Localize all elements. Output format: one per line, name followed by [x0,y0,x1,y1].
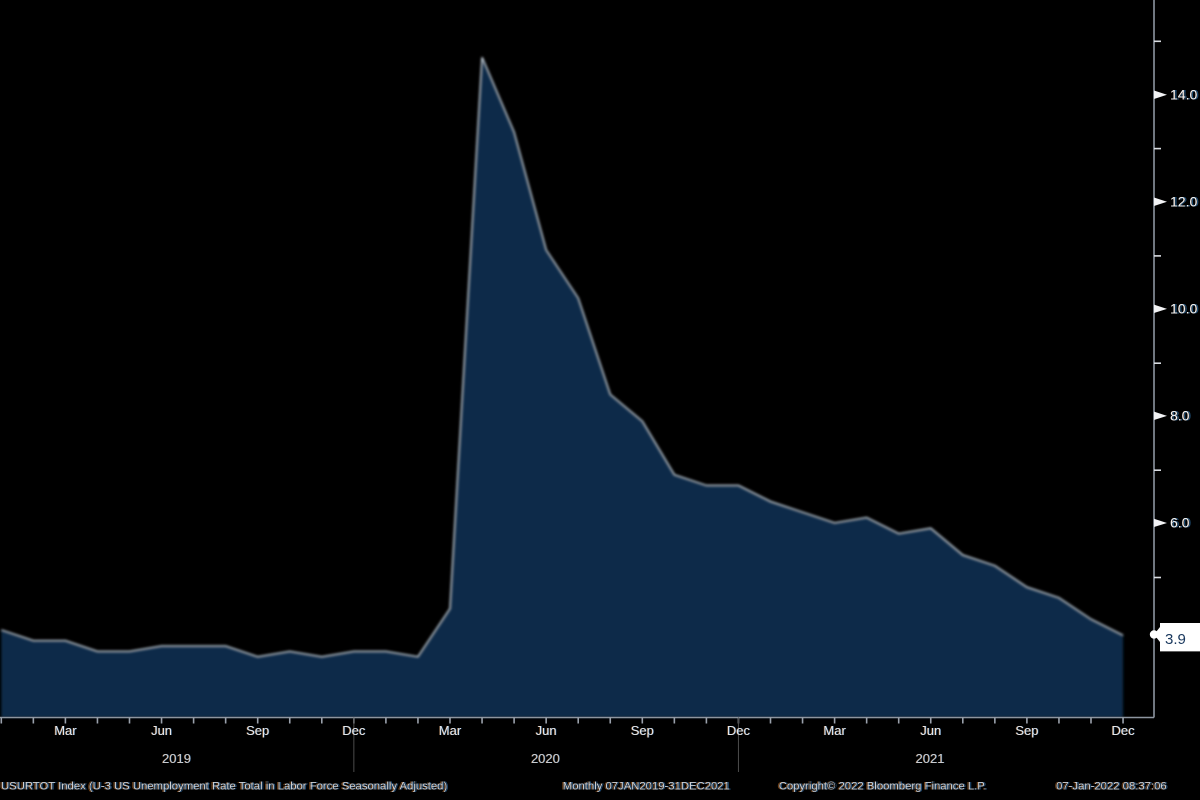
svg-text:Mar: Mar [823,723,846,738]
svg-text:Dec: Dec [342,723,366,738]
svg-text:Sep: Sep [1015,723,1038,738]
svg-text:Monthly 07JAN2019-31DEC2021: Monthly 07JAN2019-31DEC2021 [563,780,730,792]
svg-text:2019: 2019 [162,751,191,766]
svg-text:Mar: Mar [54,723,77,738]
svg-text:Copyright© 2022 Bloomberg Fina: Copyright© 2022 Bloomberg Finance L.P. [779,780,987,792]
svg-text:Jun: Jun [536,723,557,738]
svg-text:10.0: 10.0 [1170,301,1197,317]
svg-text:Jun: Jun [151,723,172,738]
svg-text:07-Jan-2022 08:37:06: 07-Jan-2022 08:37:06 [1056,780,1167,792]
svg-text:Jun: Jun [920,723,941,738]
svg-text:14.0: 14.0 [1170,87,1197,103]
svg-text:12.0: 12.0 [1170,194,1197,210]
svg-text:3.9: 3.9 [1165,631,1186,648]
svg-text:USURTOT Index (U-3 US Unemploy: USURTOT Index (U-3 US Unemployment Rate … [1,780,447,792]
svg-text:8.0: 8.0 [1170,408,1190,424]
svg-text:Dec: Dec [727,723,751,738]
svg-text:Sep: Sep [246,723,269,738]
svg-text:6.0: 6.0 [1170,515,1190,531]
svg-text:2021: 2021 [916,751,945,766]
svg-text:Sep: Sep [631,723,654,738]
svg-text:Dec: Dec [1111,723,1135,738]
svg-text:Mar: Mar [439,723,462,738]
svg-text:2020: 2020 [531,751,560,766]
